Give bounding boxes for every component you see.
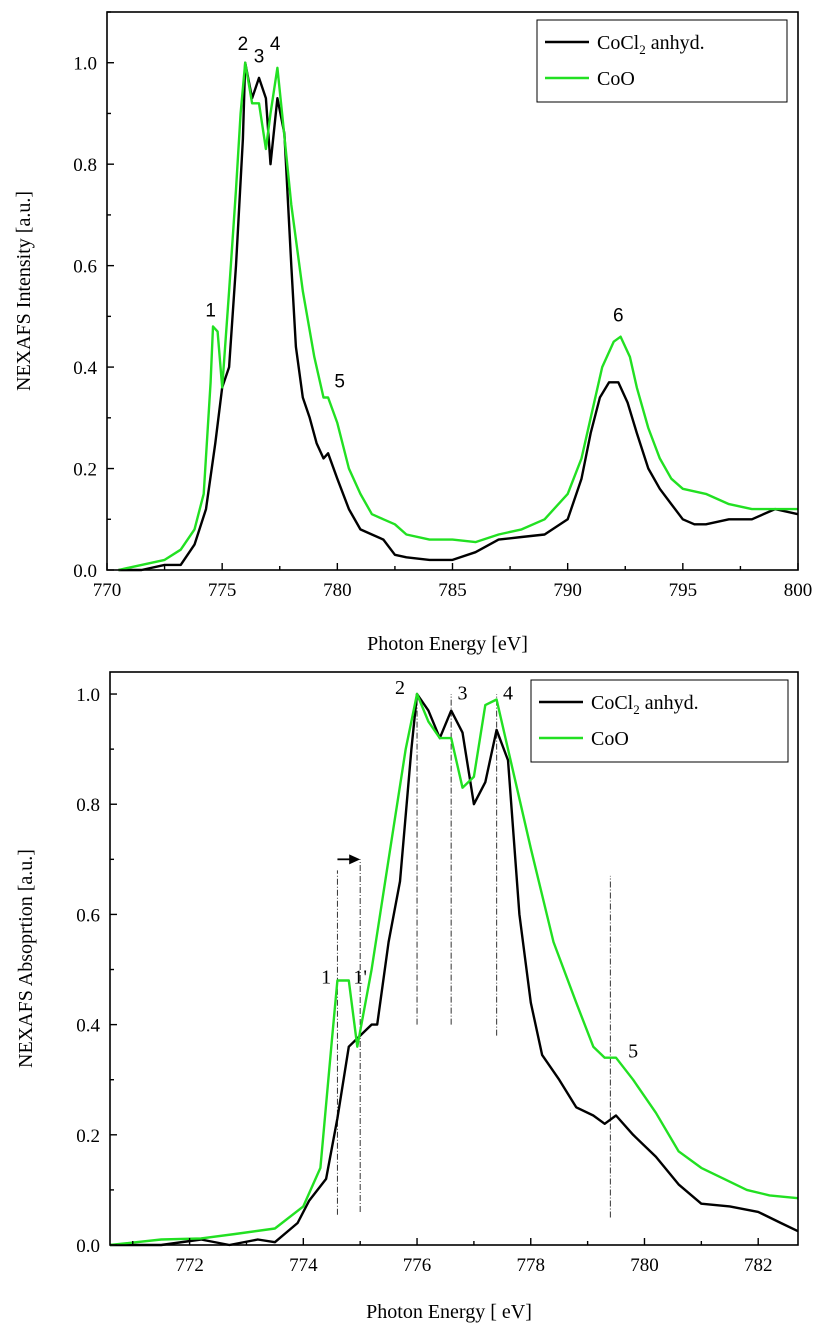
legend-box bbox=[536, 19, 788, 103]
x-tick-label: 774 bbox=[289, 1255, 318, 1276]
peak-label: 2 bbox=[238, 34, 249, 55]
shift-arrow-head bbox=[349, 854, 361, 865]
plot-frame bbox=[109, 671, 799, 1246]
y-tick-label: 0.4 bbox=[76, 1016, 100, 1037]
series-line-cocl2 bbox=[118, 61, 799, 572]
y-axis-title: NEXAFS Absoprtion [a.u.] bbox=[15, 849, 37, 1068]
x-tick-label: 775 bbox=[208, 580, 237, 601]
x-tick-label: 795 bbox=[669, 580, 698, 601]
legend-label-cocl2-sub: 2 bbox=[639, 42, 646, 57]
series-line-coo bbox=[109, 692, 799, 1247]
peak-label: 1 bbox=[321, 966, 331, 988]
legend-label-cocl2: CoCl2 anhyd. bbox=[591, 692, 699, 717]
peak-label: 5 bbox=[334, 371, 345, 392]
peak-label: 1' bbox=[353, 966, 367, 988]
peak-label: 4 bbox=[270, 34, 281, 55]
x-tick-label: 772 bbox=[175, 1255, 204, 1276]
y-tick-label: 1.0 bbox=[76, 685, 100, 706]
x-tick-label: 782 bbox=[744, 1255, 773, 1276]
peak-label: 2 bbox=[395, 677, 405, 699]
peak-label: 3 bbox=[458, 683, 468, 705]
y-axis-title: NEXAFS Intensity [a.u.] bbox=[13, 191, 35, 391]
legend-label-coo: CoO bbox=[597, 68, 635, 90]
y-tick-label: 0.8 bbox=[76, 795, 100, 816]
x-tick-label: 785 bbox=[438, 580, 467, 601]
peak-label: 3 bbox=[254, 47, 265, 68]
y-tick-label: 0.8 bbox=[73, 155, 97, 176]
y-tick-label: 0.0 bbox=[76, 1236, 100, 1257]
y-tick-label: 0.6 bbox=[73, 257, 97, 278]
x-tick-label: 780 bbox=[630, 1255, 659, 1276]
peak-label: 4 bbox=[503, 683, 513, 705]
legend-label-coo: CoO bbox=[591, 728, 629, 750]
x-axis-title: Photon Energy [ eV] bbox=[366, 1301, 532, 1323]
y-tick-label: 0.2 bbox=[76, 1126, 100, 1147]
series-line-coo bbox=[118, 61, 798, 572]
y-tick-label: 0.4 bbox=[73, 358, 97, 379]
x-tick-label: 778 bbox=[517, 1255, 546, 1276]
legend-label-cocl2-sub: 2 bbox=[633, 702, 640, 717]
x-tick-label: 770 bbox=[93, 580, 122, 601]
legend-label-cocl2-main: CoCl bbox=[597, 32, 640, 54]
x-tick-label: 790 bbox=[553, 580, 582, 601]
x-tick-label: 776 bbox=[403, 1255, 432, 1276]
legend-box bbox=[530, 679, 789, 763]
peak-label: 5 bbox=[628, 1041, 638, 1063]
bottom-chart: 772 774 776 778 780 782 0.0 0.2 0.4 0.6 0.8 1.0 Phot… bbox=[15, 671, 799, 1323]
x-tick-label: 780 bbox=[323, 580, 352, 601]
top-chart: 770 775 780 785 790 795 800 0.0 0.2 0.4 0.6 0.8 1.0 P… bbox=[13, 11, 813, 655]
y-tick-label: 0.0 bbox=[73, 561, 97, 582]
y-tick-label: 1.0 bbox=[73, 54, 97, 75]
peak-label: 1 bbox=[205, 300, 216, 321]
peak-label: 6 bbox=[613, 305, 624, 326]
y-tick-label: 0.6 bbox=[76, 905, 100, 926]
series-line-cocl2 bbox=[110, 692, 799, 1247]
y-tick-label: 0.2 bbox=[73, 460, 97, 481]
x-axis-title: Photon Energy [eV] bbox=[367, 633, 528, 655]
x-tick-label: 800 bbox=[784, 580, 813, 601]
legend-label-cocl2-main: CoCl bbox=[591, 692, 634, 714]
legend-label-cocl2-rest: anhyd. bbox=[640, 692, 699, 714]
legend-label-cocl2: CoCl2 anhyd. bbox=[597, 32, 705, 57]
legend-label-cocl2-rest: anhyd. bbox=[646, 32, 705, 54]
